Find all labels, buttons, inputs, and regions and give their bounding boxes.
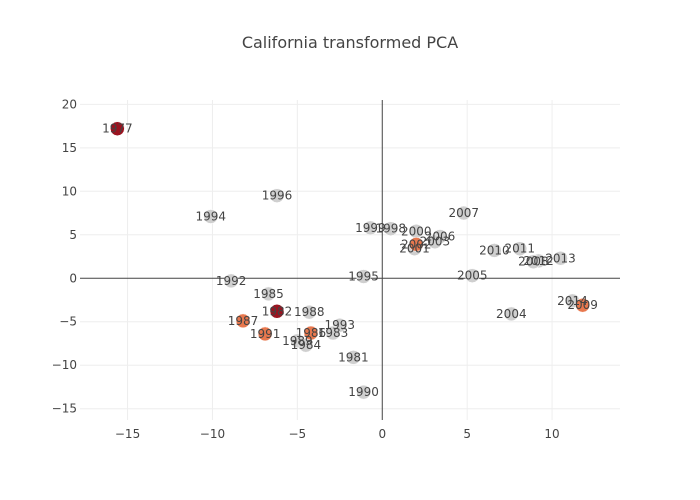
point-label: 2006 xyxy=(425,230,456,244)
y-tick-label: −15 xyxy=(52,402,77,416)
data-point[interactable] xyxy=(408,237,424,252)
point-label: 2000 xyxy=(401,224,432,238)
data-point[interactable] xyxy=(269,188,285,203)
grid-lines xyxy=(80,100,620,420)
data-point[interactable] xyxy=(235,313,251,329)
y-tick-label: 0 xyxy=(69,271,77,285)
point-label: 1998 xyxy=(375,222,406,236)
point-label: 2008 xyxy=(518,255,549,269)
x-tick-label: 0 xyxy=(378,427,386,441)
y-tick-label: 10 xyxy=(62,184,77,198)
point-label: 1981 xyxy=(338,350,369,364)
point-label: 2007 xyxy=(449,206,480,220)
point-label: 1983 xyxy=(318,326,349,340)
y-tick-label: −10 xyxy=(52,358,77,372)
point-label: 1977 xyxy=(102,122,133,136)
zero-lines xyxy=(80,100,620,420)
data-point[interactable] xyxy=(303,325,319,341)
data-point[interactable] xyxy=(575,297,590,313)
point-label: 2004 xyxy=(496,307,527,321)
data-point[interactable] xyxy=(427,234,443,249)
y-tick-label: 20 xyxy=(62,97,77,111)
x-tick-label: −10 xyxy=(200,427,225,441)
x-tick-label: 5 xyxy=(463,427,471,441)
point-label: 1988 xyxy=(294,305,325,319)
x-tick-label: 10 xyxy=(544,427,559,441)
tick-labels: −15 −10 −5 0 5 10 −15 −10 −5 0 5 10 15 20 xyxy=(52,97,560,441)
point-label: 2009 xyxy=(567,298,598,312)
data-point[interactable] xyxy=(223,273,239,289)
point-label: 2003 xyxy=(420,235,451,249)
data-point[interactable] xyxy=(269,304,285,319)
data-point[interactable] xyxy=(356,269,371,284)
point-label: 1995 xyxy=(348,270,379,284)
point-label: 1993 xyxy=(325,318,356,332)
point-label: 1996 xyxy=(262,189,293,203)
point-label: 2005 xyxy=(457,269,488,283)
data-point[interactable] xyxy=(346,350,361,365)
point-label: 2014 xyxy=(557,294,588,308)
point-label: 1991 xyxy=(250,327,281,341)
point-label: 2011 xyxy=(505,242,536,256)
y-tick-label: 5 xyxy=(69,228,77,242)
point-label: 2013 xyxy=(545,251,576,265)
chart-title: California transformed PCA xyxy=(241,33,459,52)
data-point[interactable] xyxy=(301,304,317,320)
data-point[interactable] xyxy=(465,268,480,283)
y-tick-label: 15 xyxy=(62,141,77,155)
data-point[interactable] xyxy=(504,306,519,322)
data-points xyxy=(110,121,590,400)
data-point[interactable] xyxy=(298,337,314,353)
data-point[interactable] xyxy=(526,254,541,269)
data-point[interactable] xyxy=(363,220,378,236)
data-point[interactable] xyxy=(456,205,472,221)
point-label: 1984 xyxy=(291,338,322,352)
data-point[interactable] xyxy=(203,209,219,224)
point-label: 1989 xyxy=(282,334,313,348)
data-point[interactable] xyxy=(110,121,125,136)
data-point[interactable] xyxy=(487,243,502,258)
point-label: 1992 xyxy=(216,274,247,288)
point-label: 1990 xyxy=(348,385,379,399)
data-point[interactable] xyxy=(356,384,371,400)
data-point[interactable] xyxy=(325,325,341,341)
data-point[interactable] xyxy=(257,326,273,342)
x-tick-label: −15 xyxy=(115,427,140,441)
data-point[interactable] xyxy=(383,221,399,236)
point-label: 2001 xyxy=(399,242,430,256)
point-label: 1987 xyxy=(228,314,259,328)
point-label: 1999 xyxy=(355,221,386,235)
data-point[interactable] xyxy=(261,286,276,302)
point-label: 2002 xyxy=(401,237,432,251)
data-point[interactable] xyxy=(512,241,528,256)
point-label: 1994 xyxy=(195,210,226,224)
point-label: 1985 xyxy=(253,287,284,301)
point-label: 1982 xyxy=(262,304,293,318)
y-tick-label: −5 xyxy=(59,315,77,329)
point-label: 1986 xyxy=(296,326,327,340)
point-label: 2010 xyxy=(479,243,510,257)
data-point[interactable] xyxy=(553,251,568,266)
x-tick-label: −5 xyxy=(289,427,307,441)
point-label: 2012 xyxy=(523,254,554,268)
